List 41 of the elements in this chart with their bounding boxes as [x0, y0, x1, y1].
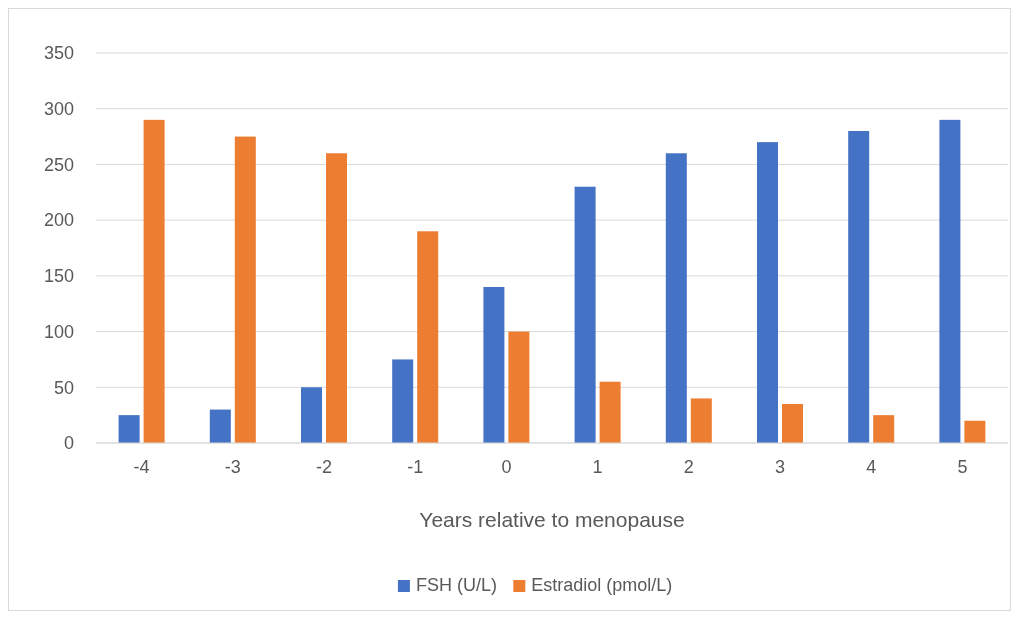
bar [873, 415, 895, 443]
bar [143, 119, 165, 443]
x-tick-label: -2 [315, 457, 333, 477]
bar [782, 404, 803, 443]
x-tick-label: -3 [224, 457, 241, 477]
y-tick-label: 250 [43, 154, 74, 175]
y-tick-label: 150 [43, 266, 74, 287]
bar [690, 398, 712, 443]
y-tick-label: 50 [53, 377, 74, 398]
x-tick-label: 2 [683, 457, 694, 477]
legend-label: Estradiol (pmol/L) [531, 575, 673, 595]
bar [508, 331, 530, 443]
bar [326, 153, 347, 443]
y-tick-label: 350 [43, 43, 74, 64]
bar [417, 231, 439, 443]
bar [234, 136, 256, 443]
y-tick-label: 200 [43, 210, 74, 231]
x-tick-label: 5 [957, 457, 968, 477]
bar [392, 359, 414, 443]
y-tick-label: 100 [43, 321, 74, 342]
bar [599, 381, 621, 443]
x-tick-label: -1 [407, 457, 424, 477]
x-tick-label: -4 [133, 457, 150, 477]
bar [574, 186, 596, 443]
legend-label: FSH (U/L) [415, 575, 497, 595]
x-tick-label: 3 [774, 457, 786, 477]
bar [848, 131, 870, 443]
x-tick-label: 0 [501, 457, 512, 477]
bar [757, 142, 778, 443]
x-axis-title: Years relative to menopause [419, 508, 685, 531]
bar [665, 153, 687, 443]
bar [118, 415, 140, 443]
bar [939, 119, 961, 443]
bar [301, 387, 322, 443]
bar [964, 420, 986, 443]
x-tick-label: 4 [866, 457, 877, 477]
x-tick-label: 1 [592, 457, 603, 477]
bar [209, 409, 231, 443]
y-tick-label: 300 [43, 99, 74, 120]
bar [483, 287, 505, 443]
y-tick-label: 0 [63, 433, 74, 454]
